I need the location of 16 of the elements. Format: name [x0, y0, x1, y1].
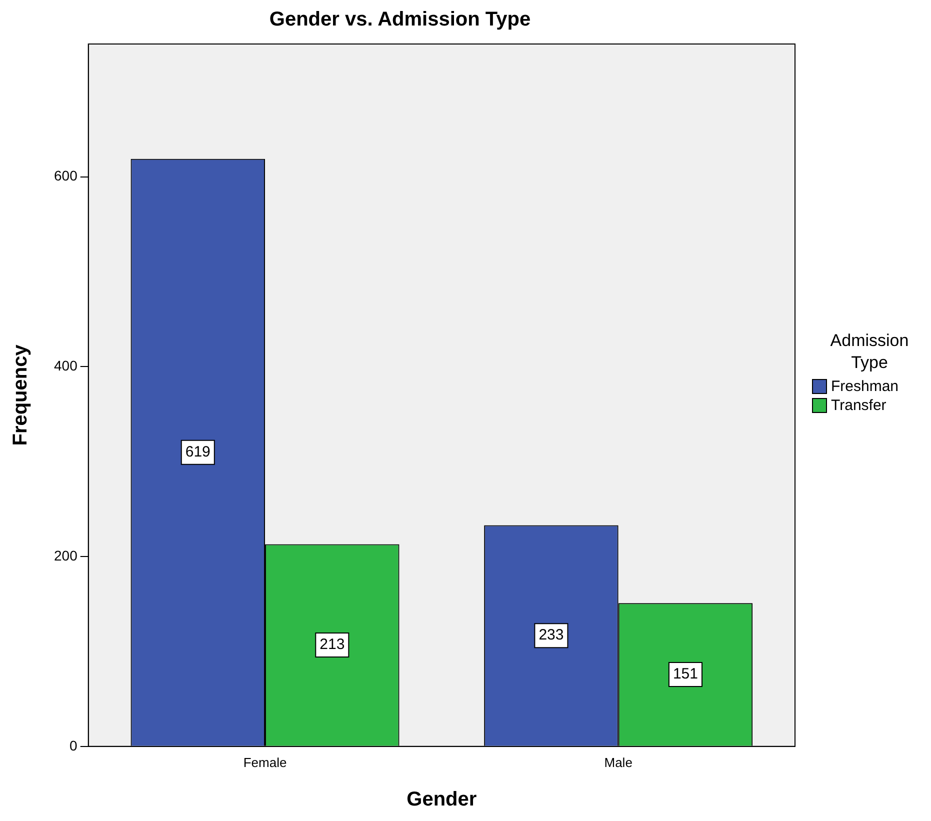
- legend-label: Freshman: [830, 378, 900, 395]
- data-label: 151: [672, 666, 698, 683]
- y-tick-label: 600: [54, 168, 78, 184]
- x-tick-label: Female: [243, 754, 287, 770]
- data-label: 233: [538, 626, 564, 644]
- data-label: 619: [185, 444, 210, 461]
- x-tick-label: Male: [604, 754, 632, 770]
- chart-title: Gender vs. Admission Type: [269, 8, 531, 31]
- x-axis-title: Gender: [406, 788, 477, 811]
- legend-label: Transfer: [830, 397, 888, 414]
- y-tick-label: 200: [54, 547, 78, 564]
- legend-title: Admission Type: [829, 330, 910, 374]
- y-axis-title: Frequency: [10, 344, 32, 446]
- y-tick-label: 0: [70, 737, 78, 754]
- data-label: 213: [320, 636, 345, 654]
- y-tick-label: 400: [54, 358, 78, 374]
